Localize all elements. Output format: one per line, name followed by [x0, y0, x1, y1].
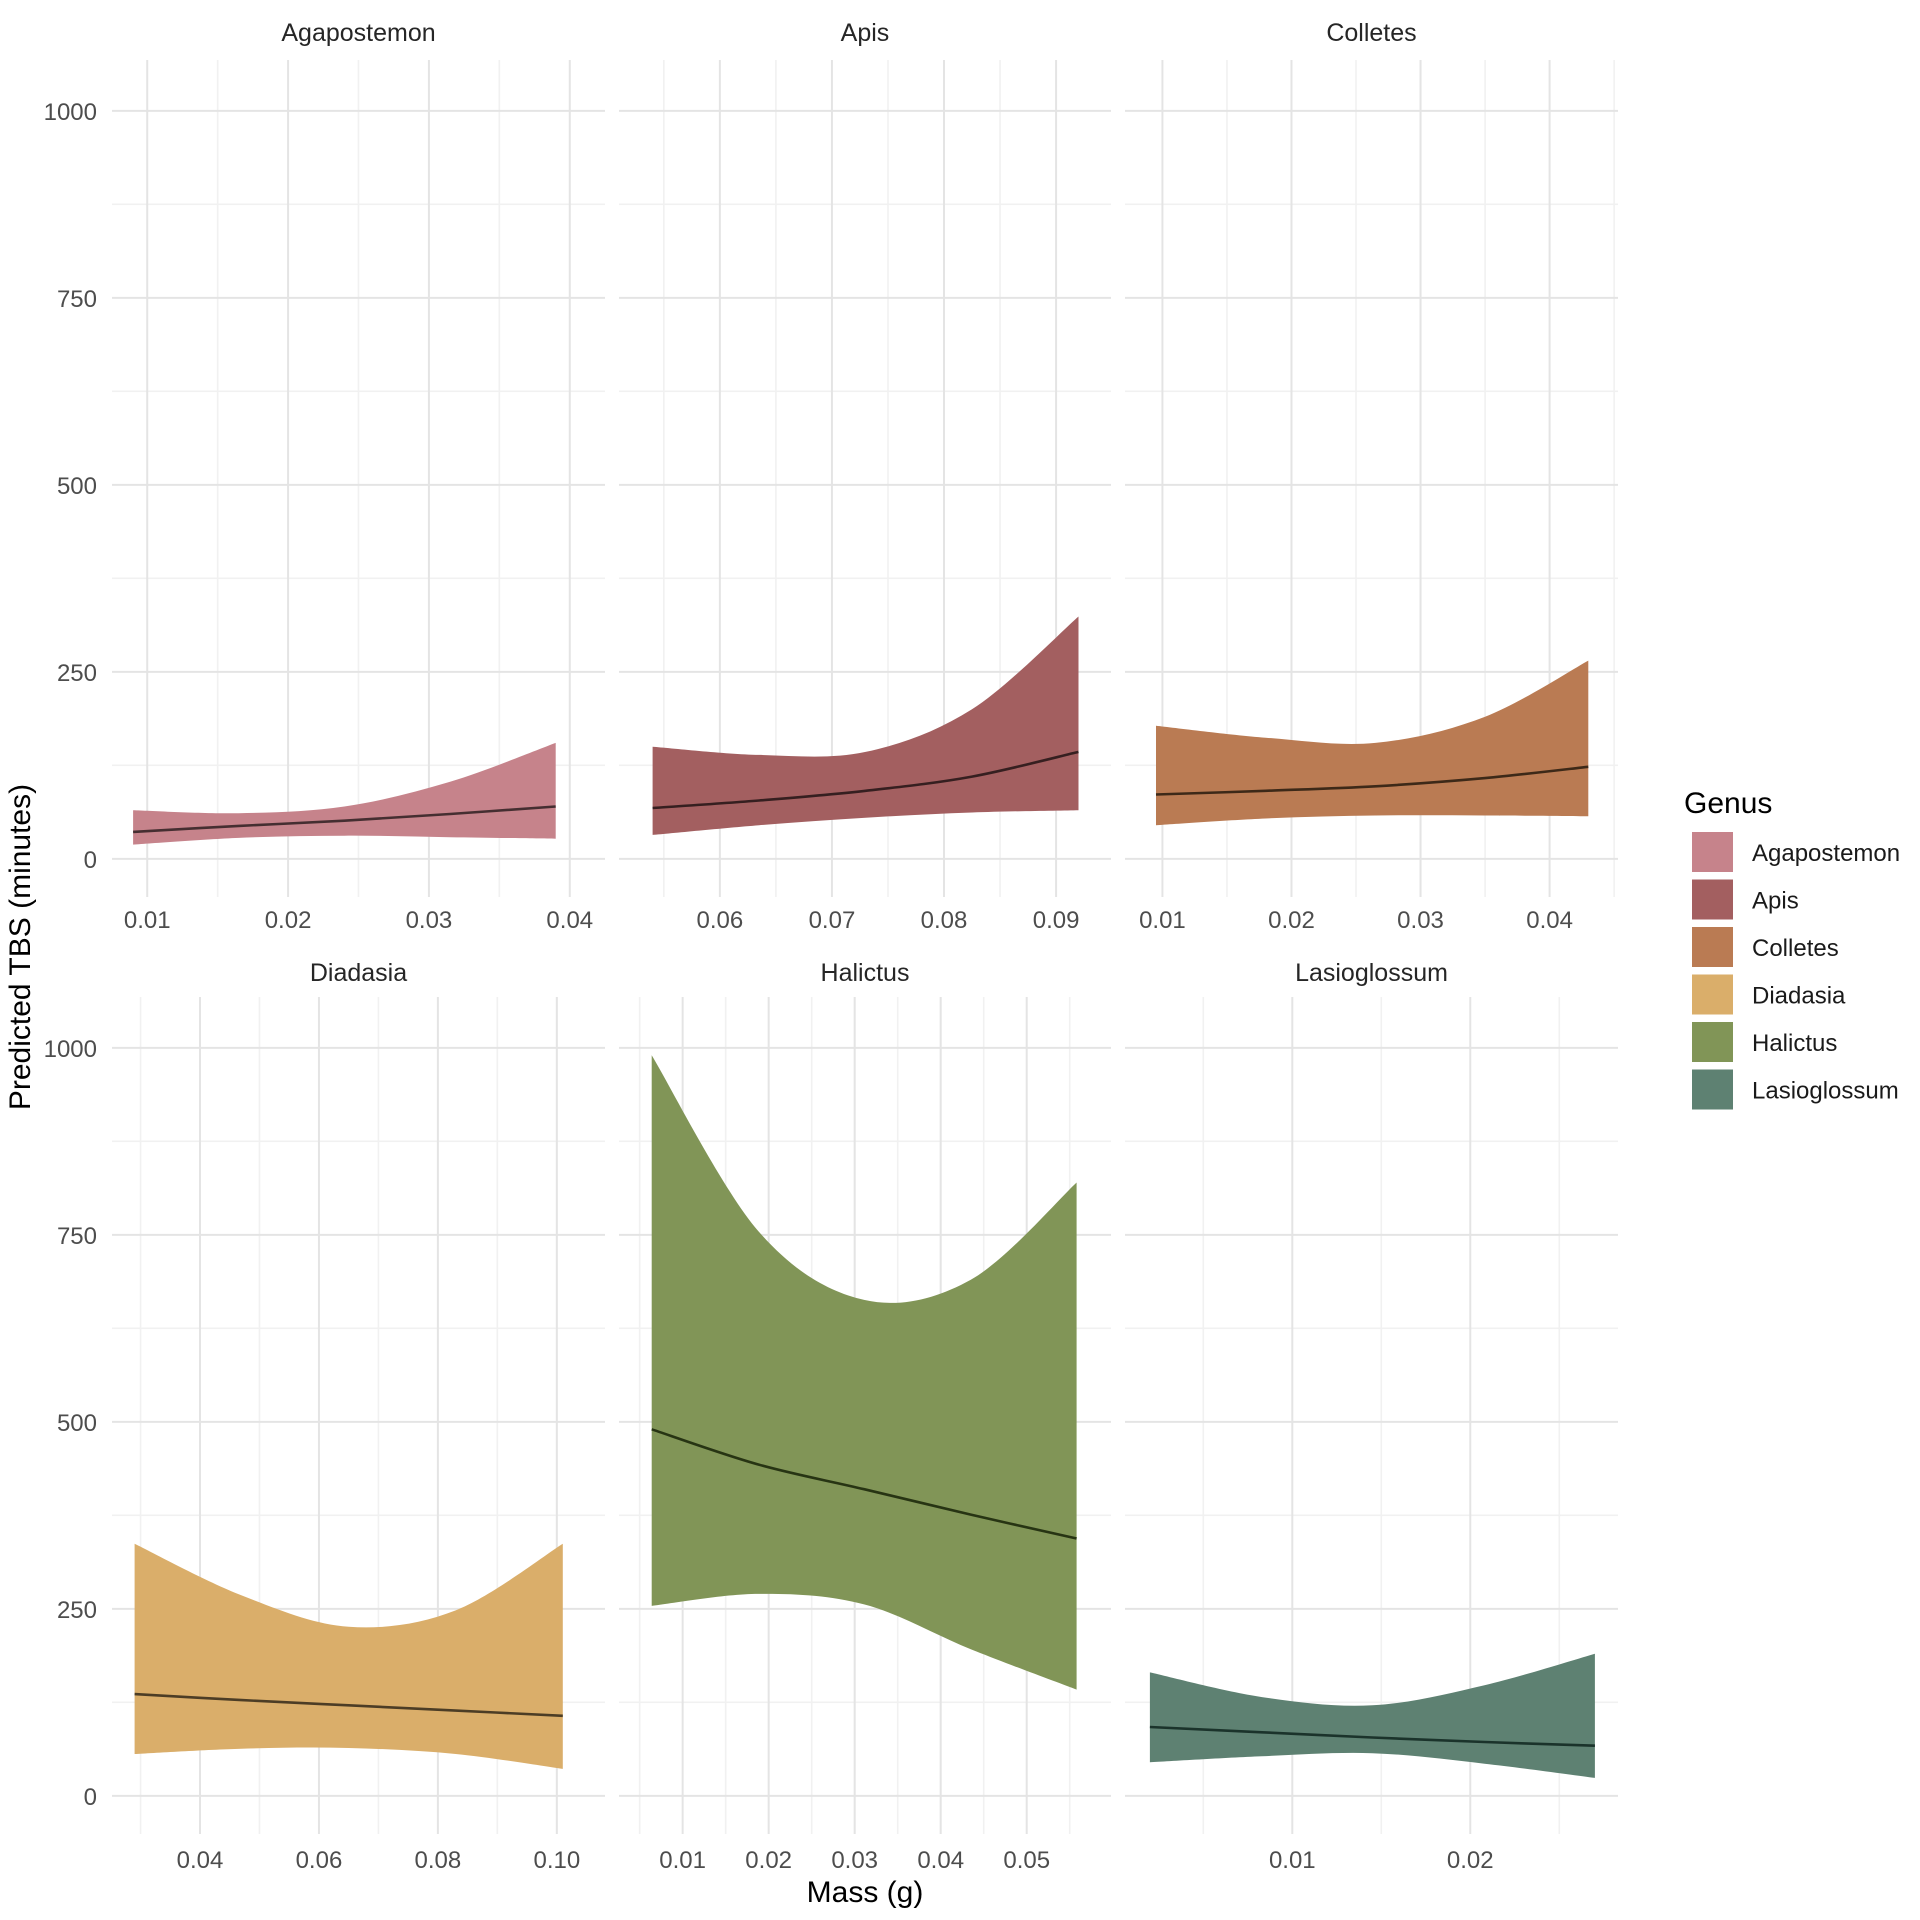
- legend-label-agapostemon: Agapostemon: [1752, 840, 1900, 867]
- fit-line-colletes: [1155, 765, 1589, 796]
- y-tick-label: 1000: [44, 99, 97, 126]
- x-tick-label: 0.03: [831, 1847, 878, 1874]
- fit-line-lasioglossum: [1149, 1725, 1595, 1747]
- x-tick-label: 0.04: [546, 907, 593, 934]
- legend-label-diadasia: Diadasia: [1752, 983, 1846, 1010]
- y-tick-label: 500: [57, 1410, 97, 1437]
- panel-apis: Apis 0.06 0.07 0.08 0.09: [619, 19, 1111, 934]
- x-tick-label: 0.01: [659, 1847, 706, 1874]
- legend-entry-lasioglossum: Lasioglossum: [1692, 1069, 1899, 1110]
- y-axis-title: Predicted TBS (minutes): [4, 784, 37, 1110]
- x-tick-label: 0.01: [1269, 1847, 1316, 1874]
- y-tick-label: 750: [57, 1223, 97, 1250]
- strip-title-diadasia: Diadasia: [310, 959, 407, 987]
- x-tick-label: 0.09: [1033, 907, 1080, 934]
- x-tick-label: 0.01: [124, 907, 171, 934]
- legend-label-colletes: Colletes: [1752, 935, 1839, 962]
- strip-title-colletes: Colletes: [1326, 19, 1416, 47]
- ribbon-diadasia: [134, 1543, 563, 1769]
- strip-title-halictus: Halictus: [821, 959, 910, 987]
- legend-entry-colletes: Colletes: [1692, 927, 1839, 967]
- y-tick-label: 500: [57, 473, 97, 500]
- x-tick-label: 0.01: [1139, 907, 1186, 934]
- ribbon-lasioglossum: [1149, 1653, 1595, 1778]
- ribbon-halictus: [651, 1055, 1077, 1690]
- panel-agapostemon: Agapostemon 0.01 0.02 0.03 0.04 0 250 500 750 100…: [44, 19, 605, 934]
- legend-label-lasioglossum: Lasioglossum: [1752, 1078, 1899, 1105]
- x-tick-label: 0.06: [697, 907, 744, 934]
- panel-diadasia: Diadasia 0.04 0.06 0.08 0.10 0 250 500 750 1000: [44, 959, 605, 1874]
- x-tick-label: 0.04: [1526, 907, 1573, 934]
- ribbon-agapostemon: [133, 742, 556, 845]
- x-tick-label: 0.10: [533, 1847, 580, 1874]
- y-tick-label: 0: [84, 847, 97, 874]
- legend-swatch-agapostemon: [1692, 832, 1733, 872]
- x-tick-label: 0.03: [406, 907, 453, 934]
- legend-entry-apis: Apis: [1692, 879, 1799, 920]
- x-tick-label: 0.08: [921, 907, 968, 934]
- panel-halictus: Halictus 0.01 0.02 0.03 0.04 0.05: [619, 959, 1111, 1874]
- legend-label-halictus: Halictus: [1752, 1030, 1837, 1057]
- y-tick-label: 250: [57, 1597, 97, 1624]
- panels-group: Agapostemon 0.01 0.02 0.03 0.04 0 250 500 750 100…: [44, 19, 1618, 1874]
- x-tick-label: 0.03: [1397, 907, 1444, 934]
- ribbon-apis: [652, 616, 1079, 835]
- x-tick-label: 0.02: [1268, 907, 1315, 934]
- legend-title: Genus: [1684, 787, 1772, 820]
- strip-title-lasioglossum: Lasioglossum: [1295, 959, 1448, 987]
- legend-entry-halictus: Halictus: [1692, 1022, 1837, 1062]
- y-tick-label: 1000: [44, 1036, 97, 1063]
- fit-line-agapostemon: [133, 805, 556, 834]
- legend-entry-diadasia: Diadasia: [1692, 974, 1846, 1015]
- strip-title-agapostemon: Agapostemon: [281, 19, 435, 47]
- fit-line-diadasia: [134, 1692, 563, 1718]
- x-tick-label: 0.02: [265, 907, 312, 934]
- legend-swatch-colletes: [1692, 927, 1733, 967]
- x-tick-label: 0.04: [177, 1847, 224, 1874]
- legend-label-apis: Apis: [1752, 888, 1799, 915]
- x-tick-label: 0.07: [809, 907, 856, 934]
- x-tick-label: 0.06: [296, 1847, 343, 1874]
- y-tick-label: 250: [57, 660, 97, 687]
- legend-swatch-apis: [1692, 879, 1733, 920]
- strip-title-apis: Apis: [841, 19, 890, 47]
- x-tick-label: 0.02: [745, 1847, 792, 1874]
- x-tick-label: 0.04: [917, 1847, 964, 1874]
- legend-swatch-diadasia: [1692, 974, 1733, 1015]
- fit-line-apis: [652, 750, 1079, 810]
- legend-swatch-halictus: [1692, 1022, 1733, 1062]
- legend-entries: Agapostemon Apis Colletes Diadasia Halictus L…: [1692, 832, 1900, 1110]
- x-axis-title: Mass (g): [807, 1876, 924, 1909]
- fit-line-halictus: [651, 1428, 1077, 1540]
- legend: Genus Agapostemon Apis Colletes Diadasia Hal…: [1684, 787, 1900, 1110]
- x-tick-label: 0.08: [415, 1847, 462, 1874]
- legend-entry-agapostemon: Agapostemon: [1692, 832, 1900, 872]
- panel-colletes: Colletes 0.01 0.02 0.03 0.04: [1125, 19, 1618, 934]
- x-tick-label: 0.05: [1003, 1847, 1050, 1874]
- x-tick-label: 0.02: [1447, 1847, 1494, 1874]
- legend-swatch-lasioglossum: [1692, 1069, 1733, 1110]
- y-tick-label: 0: [84, 1784, 97, 1811]
- y-tick-label: 750: [57, 286, 97, 313]
- panel-lasioglossum: Lasioglossum 0.01 0.02: [1125, 959, 1618, 1874]
- ribbon-colletes: [1156, 660, 1589, 826]
